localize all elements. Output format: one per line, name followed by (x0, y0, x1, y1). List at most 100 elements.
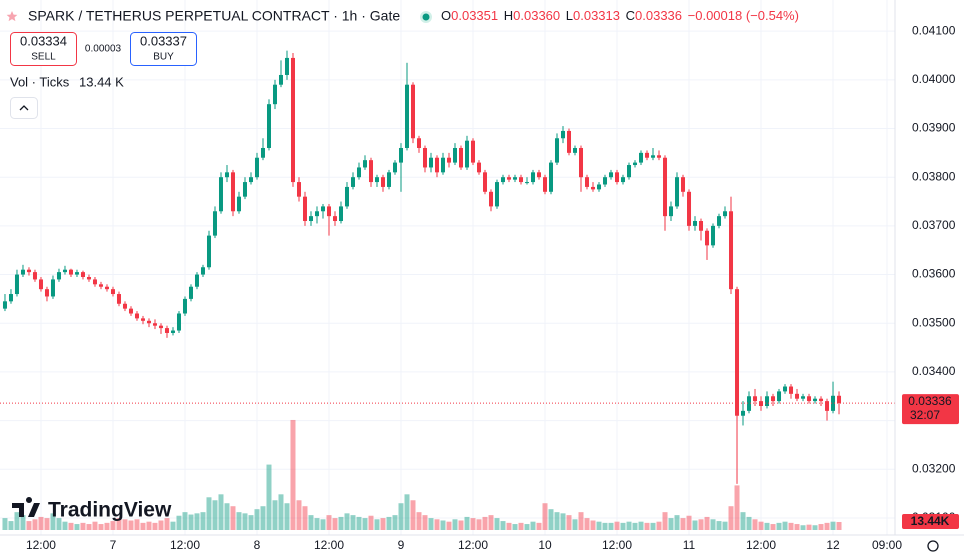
candle-body (272, 84, 277, 105)
sell-price: 0.03334 (20, 33, 67, 48)
ohlc-label: H (504, 8, 513, 23)
volume-bar (86, 524, 92, 530)
y-tick-label: 0.03600 (912, 267, 956, 281)
candle-body (657, 155, 662, 158)
candle-body (116, 294, 121, 304)
candle-body (453, 147, 458, 163)
settings-icon[interactable] (927, 540, 939, 552)
volume-bar (680, 518, 686, 530)
volume-bar (38, 516, 44, 530)
volume-bar (542, 503, 548, 530)
volume-bar (392, 515, 398, 530)
volume-bar (134, 519, 140, 530)
volume-bar (836, 522, 842, 530)
volume-bar (596, 521, 602, 530)
candle-body (831, 395, 836, 411)
candle-body (8, 294, 13, 302)
volume-bar (338, 516, 344, 530)
volume-bar (200, 512, 206, 530)
spread: 0.00003 (85, 44, 122, 55)
volume-bar (278, 494, 284, 530)
candle-body (477, 162, 482, 173)
candle-body (447, 157, 452, 163)
volume-bar (524, 524, 530, 530)
volume-bar (356, 516, 362, 530)
volume-bar (314, 518, 320, 530)
volume-bar (470, 518, 476, 530)
volume-bar (128, 520, 134, 530)
symbol-icon (6, 11, 18, 22)
candle-body (98, 284, 103, 287)
logo: TradingView (12, 497, 172, 522)
buy-price: 0.03337 (140, 33, 187, 48)
volume-bar (380, 518, 386, 530)
volume-bar (794, 524, 800, 530)
volume-bar (56, 518, 62, 530)
logo-text: TradingView (48, 499, 172, 522)
ohlc-label: O (441, 8, 451, 23)
collapse-button[interactable] (10, 97, 38, 119)
volume-bar (368, 515, 374, 530)
candle-body (741, 410, 746, 416)
candle-body (645, 152, 650, 158)
ohlc-value: 0.03351 (451, 8, 498, 23)
candle-body (110, 289, 115, 295)
volume-bar (68, 522, 74, 530)
candle-body (134, 313, 139, 319)
volume-bar (818, 524, 824, 530)
candle-body (80, 272, 85, 277)
volume-bar (326, 515, 332, 530)
volume-bar (746, 516, 752, 530)
volume-bar (776, 522, 782, 530)
candle-body (200, 267, 205, 275)
candle-body (519, 177, 524, 183)
x-tick-label: 7 (110, 538, 117, 552)
candle-body (681, 177, 686, 192)
volume-bar (458, 520, 464, 530)
candle-body (320, 206, 325, 212)
volume-bar (764, 522, 770, 530)
volume-bar (506, 522, 512, 530)
volume-bar (50, 513, 56, 530)
volume-bar (698, 519, 704, 530)
candle-body (675, 177, 680, 207)
volume-bar (224, 503, 230, 530)
volume-bar (290, 419, 296, 530)
candle-body (483, 172, 488, 192)
candle-body (122, 303, 127, 309)
candle-body (489, 191, 494, 207)
last-price-box (902, 394, 959, 425)
candle-body (260, 147, 265, 158)
volume-bar (620, 522, 626, 530)
candle-body (783, 386, 788, 392)
volume-bar (494, 518, 500, 530)
candle-body (170, 330, 175, 333)
volume-bar (626, 521, 632, 530)
volume-bar (92, 521, 98, 530)
candle-body (392, 162, 397, 173)
candle-body (350, 177, 355, 187)
buy-button[interactable] (130, 32, 197, 66)
candle-body (555, 138, 560, 163)
candle-body (14, 274, 19, 295)
candle-body (92, 279, 97, 285)
candle-body (621, 177, 626, 183)
candle-body (759, 401, 764, 406)
candle-body (717, 216, 722, 226)
candle-body (146, 320, 151, 324)
candle-body (603, 177, 608, 185)
candle-body (735, 289, 740, 416)
sell-label: SELL (31, 52, 56, 63)
volume-bar (404, 494, 410, 530)
x-tick-label: 12:00 (746, 538, 776, 552)
candle-body (813, 398, 818, 402)
header: SPARK / TETHERUS PERPETUAL CONTRACT · 1h… (6, 8, 799, 119)
volume-bar (146, 521, 152, 530)
volume-bar (800, 525, 806, 530)
sell-button[interactable] (10, 32, 77, 66)
volume-bar (14, 512, 20, 530)
y-tick-label: 0.04000 (912, 72, 956, 86)
candle-body (819, 398, 824, 402)
candle-body (410, 84, 415, 139)
